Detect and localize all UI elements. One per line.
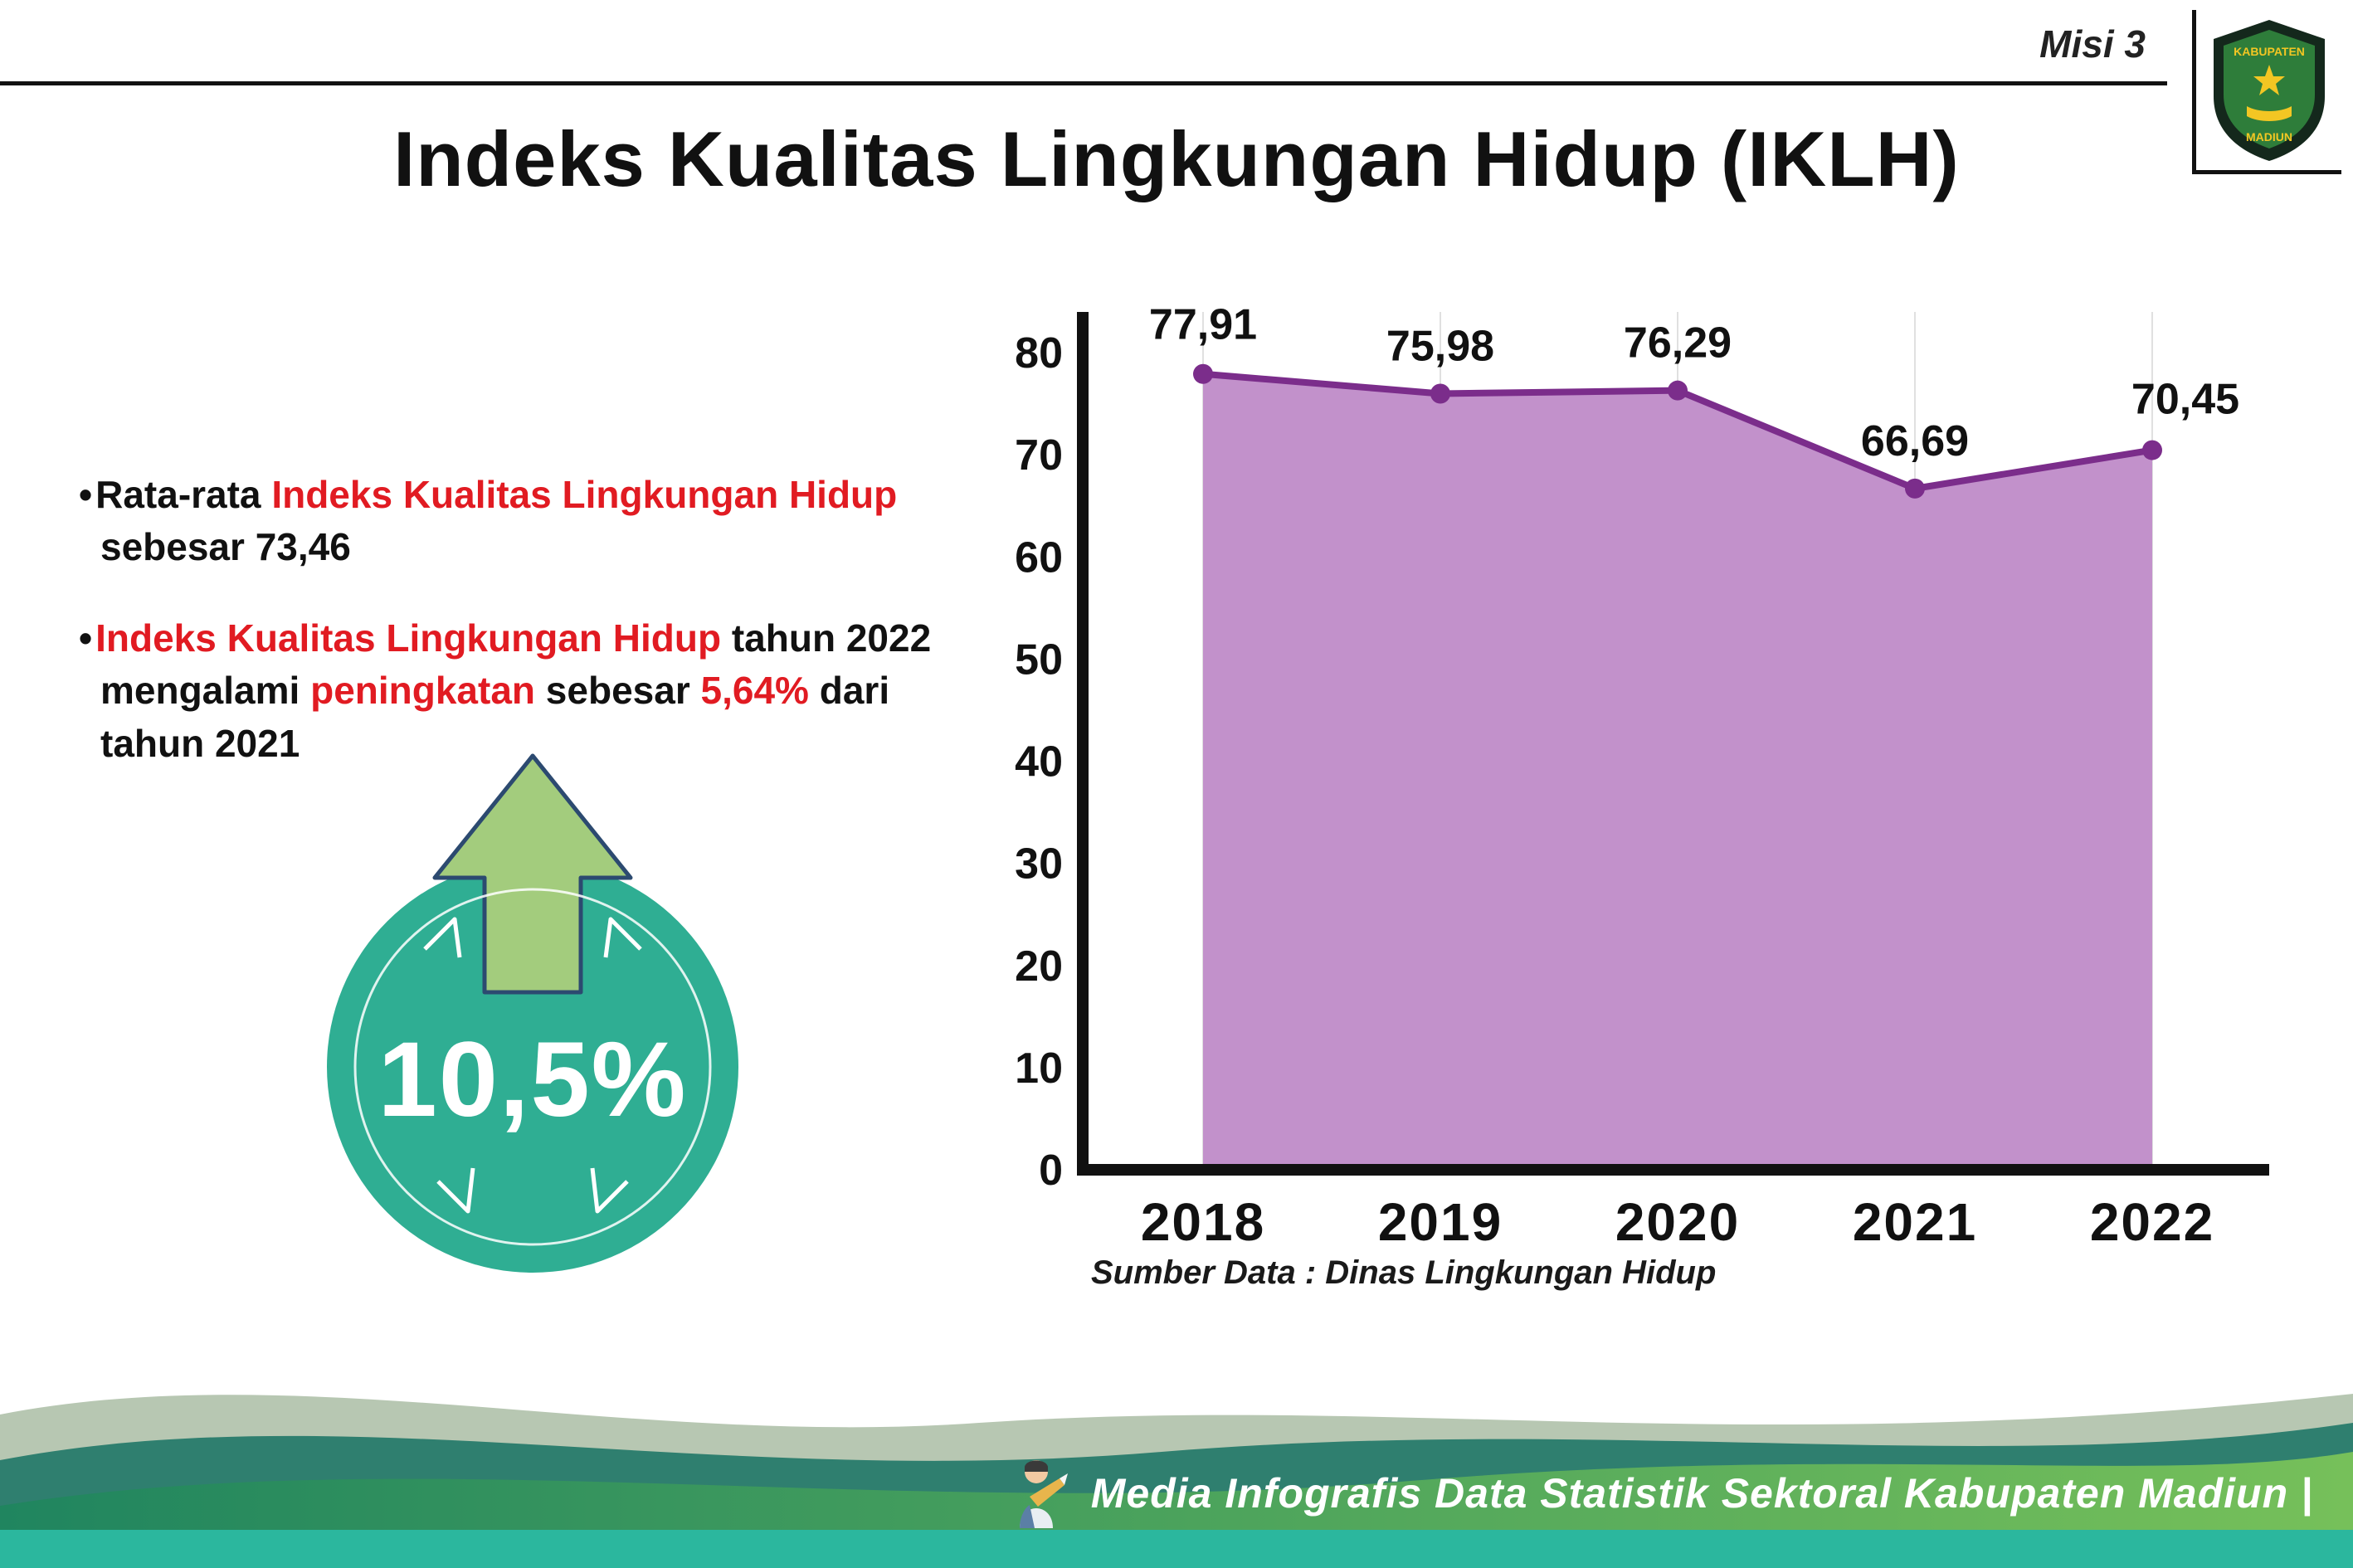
- footer-caption: Media Infografis Data Statistik Sektoral…: [1090, 1470, 2313, 1517]
- data-point: [1430, 383, 1450, 404]
- data-point: [2142, 440, 2162, 460]
- ytick-label: 70: [1015, 431, 1063, 480]
- bullet-item: •Rata-rata Indeks Kualitas Lingkungan Hi…: [79, 469, 971, 574]
- logo-star-icon: [2253, 65, 2285, 95]
- iklh-area-chart: 0 10 20 30 40 50 60 70 80 77,91 75,98 76,29 66,69 70,…: [1015, 301, 2269, 1252]
- badge-ring: [353, 888, 712, 1246]
- ytick-label: 60: [1015, 533, 1063, 582]
- ytick-label: 10: [1015, 1045, 1063, 1093]
- value-label: 66,69: [1861, 417, 1969, 465]
- bullet-text-segment: tahun 2022 mengalami: [100, 616, 932, 713]
- badge-tick-icon: [590, 1167, 629, 1214]
- ytick-label: 30: [1015, 840, 1063, 889]
- logo-text-top: KABUPATEN: [2234, 45, 2305, 58]
- xtick-label: 2022: [2090, 1192, 2214, 1252]
- xtick-label: 2021: [1853, 1192, 1977, 1252]
- bullet-list: •Rata-rata Indeks Kualitas Lingkungan Hi…: [79, 469, 971, 808]
- bullet-text-segment: Rata-rata: [95, 473, 272, 516]
- ytick-label: 0: [1039, 1147, 1063, 1195]
- bullet-text-segment: peningkatan: [310, 669, 536, 713]
- increase-badge: 10,5%: [300, 743, 765, 1293]
- iklh-chart: 0 10 20 30 40 50 60 70 80 77,91 75,98 76,29 66,69 70,…: [983, 295, 2311, 1340]
- y-axis: [1077, 312, 1089, 1176]
- kabupaten-madiun-logo: KABUPATEN MADIUN: [2213, 20, 2325, 161]
- header-divider: [0, 81, 2167, 85]
- bullet-text-segment: sebesar: [535, 669, 701, 713]
- xtick-label: 2019: [1378, 1192, 1503, 1252]
- badge-value: 10,5%: [378, 1020, 688, 1139]
- bullet-dot: •: [79, 473, 93, 516]
- wave-bottom-strip: [0, 1530, 2353, 1568]
- ytick-label: 50: [1015, 635, 1063, 684]
- bullet-dot: •: [79, 616, 93, 660]
- badge-circle: [327, 861, 738, 1273]
- data-point: [1193, 363, 1213, 384]
- data-point: [1668, 380, 1688, 401]
- value-label: 76,29: [1624, 319, 1732, 368]
- badge-tick-icon: [423, 917, 462, 958]
- x-axis: [1077, 1164, 2269, 1176]
- mascot-icon: [1019, 1460, 1068, 1528]
- page-title: Indeks Kualitas Lingkungan Hidup (IKLH): [393, 115, 1960, 202]
- xtick-label: 2018: [1141, 1192, 1265, 1252]
- footer-wave-decoration: [0, 1394, 2353, 1568]
- logo-frame: KABUPATEN MADIUN: [2192, 10, 2341, 174]
- misi-label: Misi 3: [2039, 22, 2146, 66]
- value-label: 75,98: [1386, 322, 1494, 370]
- data-point: [1905, 478, 1925, 499]
- badge-tick-icon: [603, 917, 642, 958]
- ytick-label: 20: [1015, 942, 1063, 991]
- bullet-text-segment: 5,64%: [700, 669, 809, 713]
- badge-tick-icon: [436, 1167, 475, 1214]
- value-label: 70,45: [2131, 376, 2239, 424]
- xtick-label: 2020: [1615, 1192, 1740, 1252]
- increase-badge-graphic: [327, 753, 738, 1273]
- source-note: Sumber Data : Dinas Lingkungan Hidup: [1091, 1254, 1717, 1291]
- footer-bar: Media Infografis Data Statistik Sektoral…: [1005, 1455, 2313, 1531]
- ytick-label: 40: [1015, 738, 1063, 786]
- value-label: 77,91: [1149, 301, 1257, 349]
- bullet-text-segment: sebesar 73,46: [100, 525, 351, 569]
- logo-text-bottom: MADIUN: [2246, 130, 2292, 144]
- bullet-text-segment: dari tahun 2021: [100, 669, 890, 765]
- up-arrow-icon: [432, 753, 633, 995]
- ytick-label: 80: [1015, 329, 1063, 377]
- bullet-text-segment: Indeks Kualitas Lingkungan Hidup: [271, 473, 898, 516]
- area-fill: [1203, 373, 2152, 1170]
- bullet-item: •Indeks Kualitas Lingkungan Hidup tahun …: [79, 612, 971, 770]
- bullet-text-segment: Indeks Kualitas Lingkungan Hidup: [95, 616, 722, 660]
